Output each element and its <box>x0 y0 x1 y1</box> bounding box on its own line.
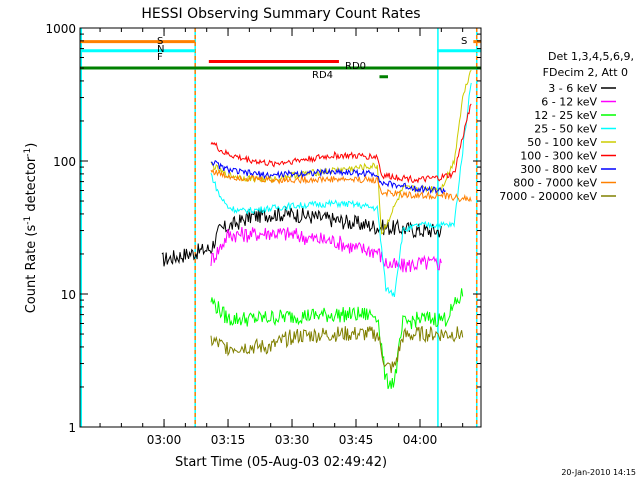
legend-item-label: 6 - 12 keV <box>541 96 597 109</box>
legend-header-line-1: Det 1,3,4,5,6,9, <box>548 50 634 63</box>
y-tick-label: 10 <box>61 288 76 302</box>
legend-item-label: 800 - 7000 keV <box>513 177 597 190</box>
y-axis-label-main: Count Rate (s <box>24 225 39 314</box>
plot-frame <box>79 27 482 428</box>
y-axis-label: Count Rate (s-1 detector-1) <box>23 143 39 314</box>
y-axis-label-mid: detector <box>24 156 39 216</box>
legend: Det 1,3,4,5,6,9, FDecim 2, Att 0 3 - 6 k… <box>499 50 634 203</box>
state-bar-label: RD4 <box>312 70 333 81</box>
series-line <box>210 82 472 298</box>
state-bar-label: S <box>461 36 467 47</box>
x-tick-label: 03:00 <box>147 433 182 447</box>
state-bar-label: RD0 <box>345 61 366 72</box>
series-line <box>210 103 472 184</box>
series-line <box>210 288 464 390</box>
y-axis-label-sup2: -1 <box>23 148 33 157</box>
legend-item-label: 3 - 6 keV <box>548 82 597 95</box>
axis-ticks: 03:00 03:15 03:30 03:45 04:00 1 10 100 1000 <box>45 22 481 447</box>
series-line <box>161 206 442 267</box>
legend-header-line-2: FDecim 2, Att 0 <box>543 66 628 79</box>
series-line <box>211 159 446 195</box>
series-line <box>210 227 442 273</box>
plot-area <box>80 28 481 427</box>
x-tick-label: 04:00 <box>403 433 438 447</box>
x-tick-label: 03:15 <box>211 433 246 447</box>
legend-item-label: 50 - 100 keV <box>527 136 597 149</box>
series-line <box>210 69 472 235</box>
x-axis-label: Start Time (05-Aug-03 02:49:42) <box>175 455 387 470</box>
y-tick-label: 1 <box>68 421 76 435</box>
y-axis-label-end: ) <box>24 143 39 148</box>
x-tick-label: 03:30 <box>275 433 310 447</box>
series-line <box>210 326 464 374</box>
chart-title: HESSI Observing Summary Count Rates <box>141 6 420 22</box>
y-axis-label-sup1: -1 <box>23 216 33 225</box>
legend-item-label: 12 - 25 keV <box>534 109 597 122</box>
y-tick-label: 100 <box>53 155 76 169</box>
legend-item-label: 300 - 800 keV <box>520 163 597 176</box>
footer-timestamp: 20-Jan-2010 14:15 <box>561 468 636 477</box>
y-tick-label: 1000 <box>45 22 76 36</box>
legend-item-label: 7000 - 20000 keV <box>499 190 597 203</box>
x-tick-label: 03:45 <box>339 433 374 447</box>
legend-item-label: 100 - 300 keV <box>520 150 597 163</box>
legend-item-label: 25 - 50 keV <box>534 123 597 136</box>
state-bar-label: F <box>157 52 163 63</box>
state-bar-label: N <box>157 44 164 55</box>
series-line <box>210 168 472 203</box>
state-bar-label: S <box>157 36 163 47</box>
